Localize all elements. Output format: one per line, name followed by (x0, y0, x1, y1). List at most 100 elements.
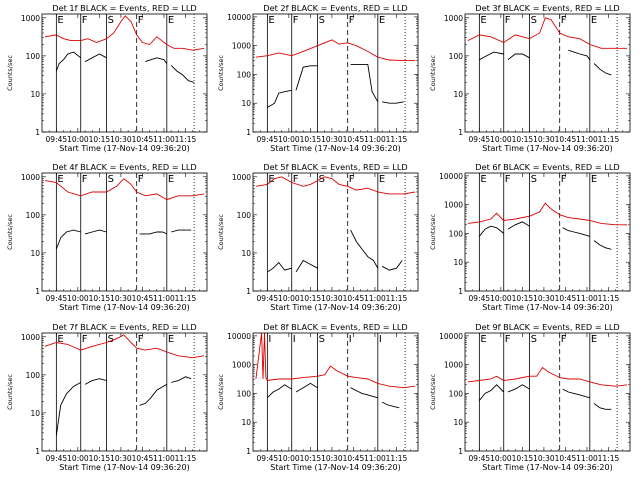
x-axis-label: Start Time (17-Nov-14 09:36:20) (59, 144, 189, 153)
x-tick-label: 10:45 (343, 454, 365, 463)
plot-frame (41, 13, 208, 133)
x-tick-label: 09:45 (469, 294, 491, 303)
event-marker-label: S (319, 15, 325, 26)
event-marker-label: E (379, 15, 385, 26)
x-axis-label: Start Time (17-Nov-14 09:36:20) (270, 144, 400, 153)
events-rate-line (267, 89, 292, 108)
plot-frame (464, 172, 631, 292)
event-marker-label: F (138, 15, 144, 26)
events-rate-line (593, 63, 612, 76)
x-tick-label: 11:00 (576, 454, 598, 463)
lld-rate-line (44, 178, 205, 201)
events-rate-line (568, 49, 591, 60)
y-tick-label: 10 (241, 418, 251, 427)
y-axis-label: Counts/sec (6, 374, 14, 410)
y-axis-label: Counts/sec (217, 55, 225, 91)
y-axis-label: Counts/sec (6, 214, 14, 250)
y-tick-label: 10000 (227, 332, 251, 341)
x-tick-label: 10:00 (278, 135, 300, 144)
y-tick-label: 10 (30, 90, 40, 99)
event-marker-label: I (293, 334, 296, 345)
y-tick-label: 1000 (21, 173, 40, 182)
events-rate-line (507, 221, 530, 230)
event-marker-label: F (82, 174, 88, 185)
x-tick-label: 10:45 (555, 454, 577, 463)
y-tick-label: 10 (453, 258, 463, 267)
event-marker-label: E (168, 334, 174, 345)
event-marker-label: E (591, 15, 597, 26)
x-tick-label: 10:45 (343, 294, 365, 303)
x-tick-label: 10:15 (300, 135, 322, 144)
event-marker-label: F (138, 334, 144, 345)
events-rate-line (145, 57, 168, 64)
x-tick-label: 09:45 (257, 454, 279, 463)
events-rate-line (170, 376, 192, 383)
y-tick-label: 1 (458, 447, 463, 456)
x-tick-label: 10:15 (300, 294, 322, 303)
x-tick-label: 10:15 (512, 135, 534, 144)
lld-rate-line (44, 334, 205, 359)
y-tick-label: 1 (458, 287, 463, 296)
lld-rate-line (255, 176, 416, 195)
events-rate-line (267, 261, 292, 273)
event-marker-label: F (505, 174, 511, 185)
y-tick-label: 100 (237, 211, 252, 220)
x-tick-label: 11:15 (386, 294, 408, 303)
y-tick-label: 10 (30, 409, 40, 418)
events-rate-line (295, 65, 318, 91)
x-axis-label: Start Time (17-Nov-14 09:36:20) (482, 144, 612, 153)
x-axis-label: Start Time (17-Nov-14 09:36:20) (270, 463, 400, 472)
panel-title: Det 4f BLACK = Events, RED = LLD (52, 162, 196, 172)
y-tick-label: 10000 (439, 172, 463, 181)
events-rate-line (170, 65, 195, 83)
event-marker-label: F (505, 334, 511, 345)
plot-frame (41, 332, 208, 452)
x-tick-label: 10:00 (490, 454, 512, 463)
y-tick-label: 100 (26, 371, 41, 380)
x-tick-label: 11:00 (364, 135, 386, 144)
events-rate-line (84, 229, 107, 235)
x-tick-label: 10:15 (89, 454, 111, 463)
event-marker-label: F (561, 15, 567, 26)
y-tick-label: 1000 (232, 173, 251, 182)
x-tick-label: 10:30 (110, 135, 132, 144)
x-tick-label: 10:00 (278, 454, 300, 463)
y-tick-label: 1 (35, 287, 40, 296)
events-rate-line (478, 384, 505, 401)
x-tick-label: 10:15 (512, 454, 534, 463)
x-tick-label: 11:00 (153, 294, 175, 303)
events-rate-line (381, 260, 403, 271)
lld-rate-line (467, 17, 628, 49)
panel-title: Det 3f BLACK = Events, RED = LLD (475, 3, 619, 13)
events-rate-line (350, 387, 378, 399)
x-tick-label: 10:15 (300, 454, 322, 463)
x-tick-label: 11:00 (576, 135, 598, 144)
y-tick-label: 100 (26, 211, 41, 220)
panel-title: Det 2f BLACK = Events, RED = LLD (263, 3, 407, 13)
event-marker-label: I (268, 334, 271, 345)
plot-frame (464, 332, 631, 452)
y-tick-label: 100 (237, 389, 252, 398)
events-rate-line (478, 225, 504, 237)
events-rate-line (381, 401, 400, 409)
panel-title: Det 5f BLACK = Events, RED = LLD (263, 162, 407, 172)
event-marker-label: I (349, 334, 352, 345)
x-tick-label: 09:45 (46, 454, 68, 463)
panel-title: Det 6f BLACK = Events, RED = LLD (475, 162, 619, 172)
x-tick-label: 11:15 (598, 135, 620, 144)
x-tick-label: 09:45 (469, 454, 491, 463)
x-tick-label: 11:00 (153, 454, 175, 463)
events-rate-line (139, 384, 168, 406)
x-axis-label: Start Time (17-Nov-14 09:36:20) (59, 303, 189, 312)
lld-rate-line (467, 202, 628, 226)
panel-det-7: Det 7f BLACK = Events, RED = LLD Counts/s… (6, 322, 208, 472)
panel-det-5: Det 5f BLACK = Events, RED = LLD Counts/s… (217, 162, 419, 312)
event-marker-label: F (293, 15, 299, 26)
event-marker-label: E (480, 174, 486, 185)
event-marker-label: E (57, 15, 63, 26)
y-tick-label: 100 (237, 70, 252, 79)
